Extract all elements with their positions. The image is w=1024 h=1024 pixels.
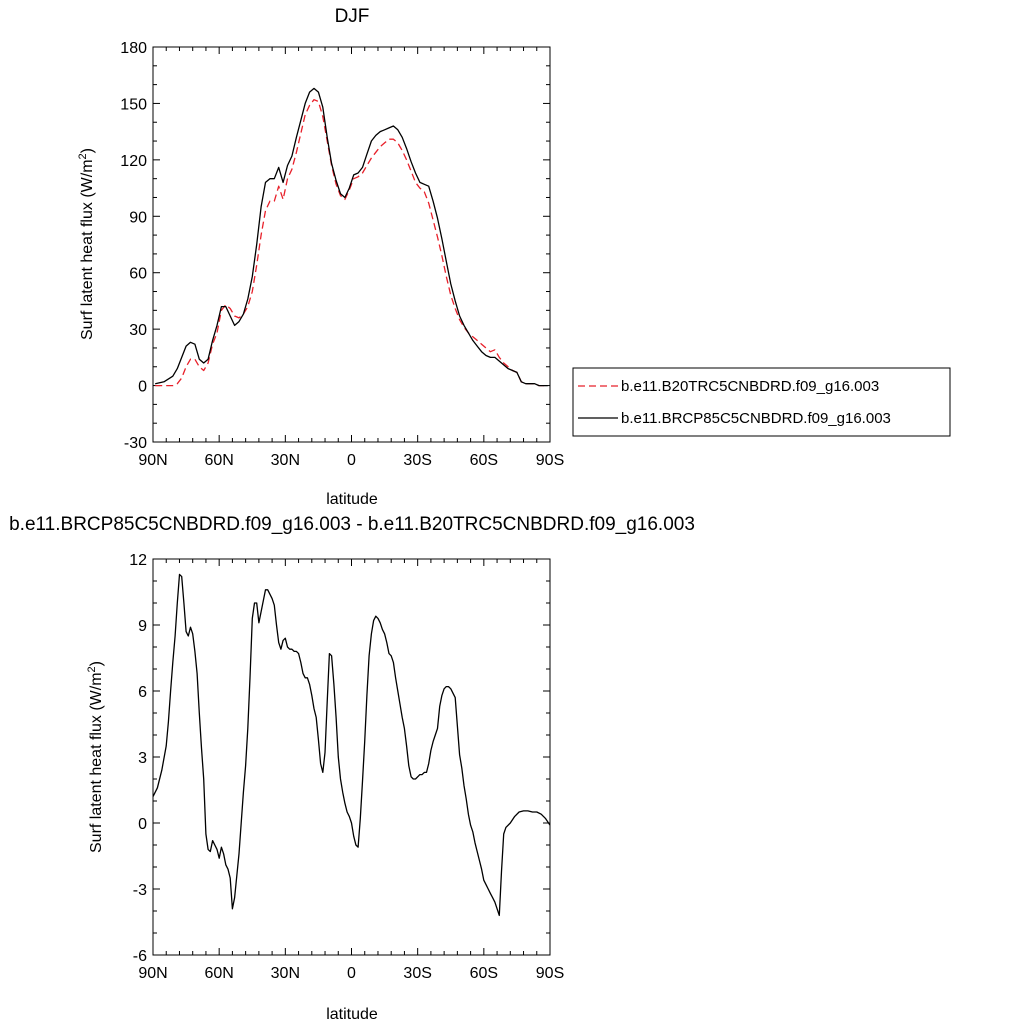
y-tick-label: 30 — [129, 322, 147, 339]
tick-labels: 90N 60N 30N 0 30S 60S 90S -6 -3 0 3 6 9 12 — [129, 552, 564, 982]
y-axis-title-close: ) — [79, 148, 96, 153]
tick-marks — [152, 46, 551, 443]
plot-frame — [152, 46, 551, 443]
x-axis-title: latitude — [326, 491, 378, 508]
y-tick-label: 9 — [138, 618, 147, 635]
y-tick-label: 12 — [129, 552, 147, 569]
y-tick-label: 120 — [120, 153, 147, 170]
legend: b.e11.B20TRC5CNBDRD.f09_g16.003 b.e11.BR… — [572, 367, 951, 437]
series-lines — [155, 87, 548, 387]
y-axis-title-superscript: 2 — [77, 153, 89, 159]
y-tick-label: -30 — [124, 435, 147, 452]
x-tick-label: 0 — [347, 452, 356, 469]
chart-title-djf: DJF — [335, 6, 370, 27]
legend-box — [572, 367, 951, 437]
x-tick-label: 90S — [536, 452, 564, 469]
x-tick-label: 90N — [138, 965, 167, 982]
x-tick-label: 30S — [403, 965, 431, 982]
x-tick-label: 30S — [403, 452, 431, 469]
y-tick-label: 0 — [138, 379, 147, 396]
x-tick-label: 90S — [536, 965, 564, 982]
x-tick-label: 60N — [204, 452, 233, 469]
y-axis-title-main: Surf latent heat flux (W/m — [79, 159, 96, 340]
x-tick-label: 0 — [347, 965, 356, 982]
y-tick-label: 180 — [120, 40, 147, 57]
tick-labels: 90N 60N 30N 0 30S 60S 90S -30 0 30 60 90 120 150 180 — [120, 40, 564, 469]
difference-panel: b.e11.BRCP85C5CNBDRD.f09_g16.003 - b.e11… — [9, 514, 695, 1023]
x-tick-label: 30N — [271, 965, 300, 982]
series-lines — [152, 573, 551, 917]
x-tick-label: 30N — [271, 452, 300, 469]
y-axis-title-main: Surf latent heat flux (W/m — [88, 672, 105, 853]
series-line-difference — [152, 573, 551, 917]
tick-marks — [152, 558, 551, 956]
legend-label-brcp85: b.e11.BRCP85C5CNBDRD.f09_g16.003 — [621, 410, 891, 427]
series-line-b20trc — [155, 99, 548, 387]
y-tick-label: 0 — [138, 816, 147, 833]
y-tick-label: 60 — [129, 266, 147, 283]
x-tick-label: 60S — [470, 965, 498, 982]
plot-frame — [152, 558, 551, 956]
y-tick-label: 150 — [120, 96, 147, 113]
x-tick-label: 60S — [470, 452, 498, 469]
y-axis-title: Surf latent heat flux (W/m2) — [86, 661, 105, 853]
legend-label-b20trc: b.e11.B20TRC5CNBDRD.f09_g16.003 — [621, 378, 879, 395]
y-tick-label: -3 — [133, 882, 147, 899]
x-tick-label: 90N — [138, 452, 167, 469]
djf-latent-heat-flux-panel: DJF 90N 60N 30N 0 30S 60S 90S -30 0 30 60 90 120 150 1… — [77, 6, 951, 508]
y-tick-label: 3 — [138, 750, 147, 767]
x-axis-title: latitude — [326, 1006, 378, 1023]
series-line-brcp85 — [155, 87, 548, 387]
y-tick-label: 90 — [129, 209, 147, 226]
y-tick-label: -6 — [133, 948, 147, 965]
y-axis-title: Surf latent heat flux (W/m2) — [77, 148, 96, 340]
y-axis-title-superscript: 2 — [86, 666, 98, 672]
y-tick-label: 6 — [138, 684, 147, 701]
chart-title-difference: b.e11.BRCP85C5CNBDRD.f09_g16.003 - b.e11… — [9, 514, 695, 535]
x-tick-label: 60N — [204, 965, 233, 982]
y-axis-title-close: ) — [88, 661, 105, 666]
